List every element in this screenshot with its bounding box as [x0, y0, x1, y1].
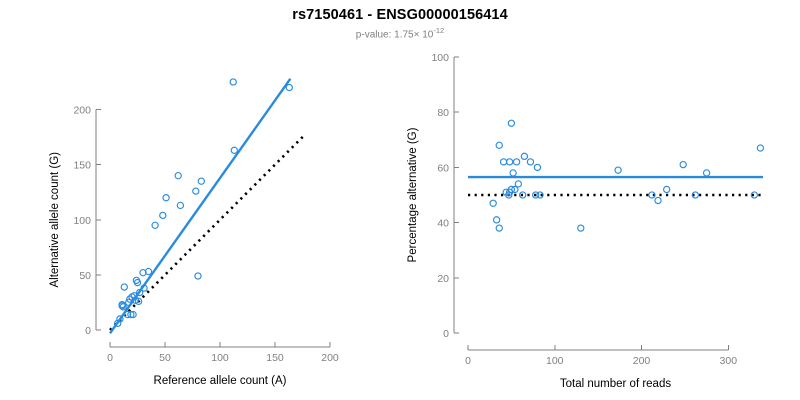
left-y-axis-title: Alternative allele count (G)	[49, 152, 61, 288]
title-block: rs7150461 - ENSG00000156414 p-value: 1.7…	[0, 0, 800, 40]
data-point	[120, 283, 128, 291]
right-x-axis: 0 100 200 300 Total number of reads	[465, 345, 737, 390]
right-y-tick-label: 40	[437, 218, 449, 230]
data-point	[116, 315, 124, 323]
data-point	[123, 310, 132, 319]
data-point	[507, 185, 516, 194]
left-x-axis: 0 50 100 150 200 Reference allele count (A)	[107, 342, 339, 387]
data-point	[533, 163, 542, 172]
right-x-tick-label: 100	[546, 355, 564, 367]
data-point	[511, 185, 519, 194]
data-point	[577, 224, 585, 232]
data-point	[495, 141, 503, 149]
left-y-tick-label: 150	[73, 160, 91, 172]
data-point	[230, 146, 238, 155]
data-point	[495, 224, 503, 232]
right-y-tick-label: 80	[437, 107, 449, 119]
right-x-tick-label: 300	[720, 355, 738, 367]
data-point	[114, 319, 122, 328]
data-point	[702, 169, 711, 177]
data-point	[492, 216, 501, 224]
left-data-points	[114, 78, 293, 328]
page-title: rs7150461 - ENSG00000156414	[292, 7, 508, 23]
pvalue-subtitle: p-value: 1.75× 10-12	[0, 26, 800, 40]
left-y-axis: 0 50 100 150 200 Alternative allele count (G)	[49, 105, 101, 337]
pvalue-text: p-value: 1.75× 10	[355, 29, 434, 41]
data-point	[499, 158, 508, 166]
data-point	[648, 191, 656, 199]
data-point	[131, 296, 139, 304]
data-point	[159, 211, 167, 220]
data-point	[174, 172, 182, 180]
data-point	[129, 310, 137, 319]
data-point	[489, 199, 497, 207]
left-y-tick-label: 100	[73, 215, 91, 227]
data-point	[119, 303, 127, 311]
data-point	[192, 187, 200, 195]
data-point	[514, 180, 522, 188]
data-point	[130, 292, 138, 300]
data-point	[509, 169, 517, 177]
right-x-tick-label: 0	[465, 355, 471, 367]
right-y-tick-label: 60	[437, 162, 449, 174]
data-point	[512, 158, 521, 166]
data-point	[505, 158, 514, 166]
data-point	[756, 144, 765, 152]
data-point	[140, 284, 148, 292]
left-x-tick-label: 50	[159, 352, 171, 364]
left-fit-line	[109, 77, 292, 335]
data-point	[127, 310, 135, 319]
right-y-tick-label: 100	[431, 52, 449, 64]
data-point	[125, 298, 133, 307]
left-x-tick-label: 100	[211, 352, 229, 364]
data-point	[285, 83, 293, 92]
left-y-tick-label: 0	[85, 325, 91, 337]
left-y-tick-label: 50	[79, 270, 91, 282]
left-x-tick-label: 150	[266, 352, 284, 364]
data-point	[536, 191, 544, 199]
data-point	[133, 278, 142, 287]
data-point	[176, 201, 185, 210]
right-y-tick-label: 20	[437, 273, 449, 285]
data-point	[750, 191, 758, 199]
data-point	[134, 297, 143, 306]
pvalue-exponent: -12	[433, 26, 445, 35]
left-x-tick-label: 0	[107, 352, 113, 364]
right-data-points	[489, 119, 765, 232]
right-y-axis: 0 20 40 60 80 100 Percentage alternative (G)	[407, 52, 459, 340]
data-point	[518, 191, 527, 199]
data-point	[520, 152, 529, 161]
data-point	[663, 185, 671, 194]
data-point	[614, 166, 622, 174]
data-point	[654, 196, 662, 205]
right-y-axis-title: Percentage alternative (G)	[407, 127, 419, 262]
left-x-axis-title: Reference allele count (A)	[154, 375, 287, 387]
data-point	[136, 288, 144, 297]
data-point	[507, 119, 516, 127]
right-plot-group: 0 100 200 300 Total number of reads 0 20 40 60 80…	[407, 52, 765, 390]
right-x-tick-label: 200	[633, 355, 651, 367]
data-point	[144, 267, 153, 276]
data-point	[691, 191, 699, 199]
left-plot-group: 0 50 100 150 200 Reference allele count (A) 0 5…	[49, 77, 339, 387]
data-point	[197, 177, 205, 185]
data-point	[162, 194, 170, 202]
right-y-tick-label: 0	[443, 328, 449, 340]
left-x-tick-label: 200	[321, 352, 339, 364]
right-x-axis-title: Total number of reads	[560, 378, 671, 390]
left-y-tick-label: 200	[73, 105, 91, 117]
data-point	[532, 191, 540, 199]
data-point	[194, 272, 202, 280]
data-point	[526, 158, 535, 166]
data-point	[151, 221, 159, 229]
data-point	[229, 78, 237, 86]
data-point	[679, 160, 687, 169]
